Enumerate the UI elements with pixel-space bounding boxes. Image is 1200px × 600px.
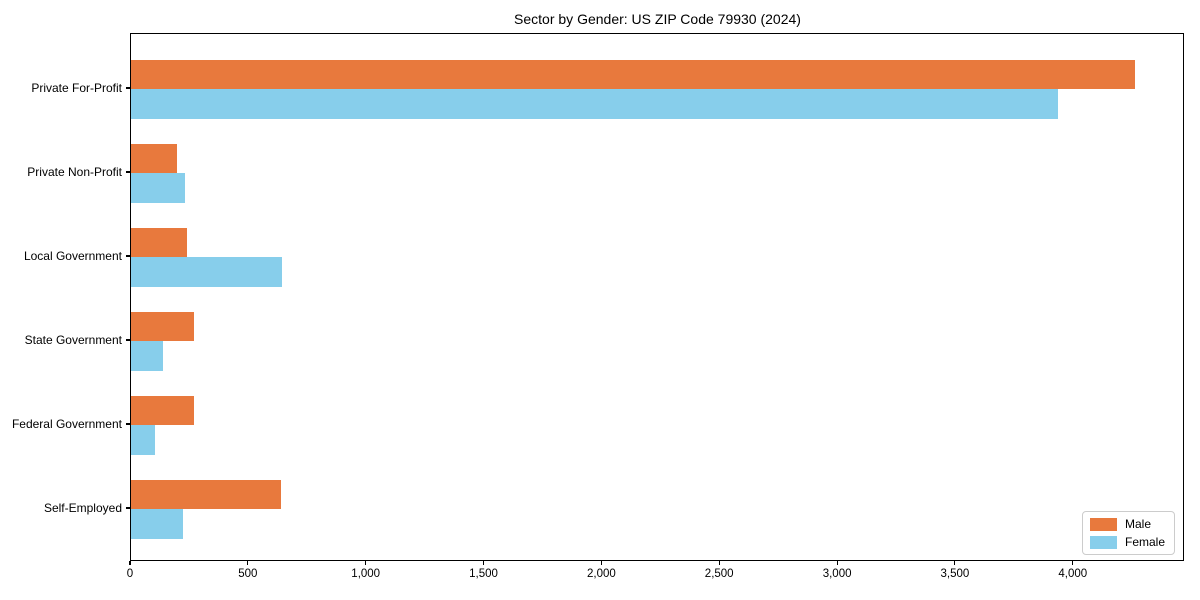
plot-area: Male Female [130, 33, 1184, 561]
y-axis-label: Federal Government [11, 417, 122, 431]
x-tick-label: 2,000 [587, 568, 616, 580]
chart-title: Sector by Gender: US ZIP Code 79930 (202… [514, 11, 801, 27]
bar-female [131, 173, 185, 203]
y-axis-label: State Government [24, 333, 122, 347]
bar-female [131, 89, 1059, 119]
legend-entry: Male [1089, 517, 1165, 531]
bar-male [131, 227, 188, 257]
legend: Male Female [1081, 511, 1175, 555]
legend-entry: Female [1089, 535, 1165, 549]
bar-male [131, 59, 1135, 89]
legend-swatch-male [1089, 517, 1117, 531]
x-tick-label: 2,500 [704, 568, 734, 580]
x-tick-label: 1,500 [469, 568, 498, 580]
legend-swatch-female [1089, 535, 1117, 549]
x-tick-label: 3,500 [940, 568, 970, 580]
bar-male [131, 479, 281, 509]
x-tick-label: 1,000 [351, 568, 381, 580]
x-tick-mark [129, 561, 131, 565]
y-tick-mark [126, 423, 130, 425]
x-tick-mark [1072, 561, 1074, 565]
x-tick-label: 500 [238, 568, 258, 580]
y-tick-mark [126, 87, 130, 89]
y-axis-label: Self-Employed [43, 501, 122, 515]
bar-male [131, 395, 194, 425]
y-axis-label: Local Government [23, 249, 122, 263]
legend-label: Female [1124, 535, 1165, 549]
y-tick-mark [126, 339, 130, 341]
bar-male [131, 311, 195, 341]
x-tick-mark [247, 561, 249, 565]
y-axis-label: Private Non-Profit [27, 165, 122, 179]
bar-female [131, 425, 155, 455]
bar-female [131, 341, 163, 371]
bar-female [131, 509, 183, 539]
bar-male [131, 143, 177, 173]
bar-female [131, 257, 282, 287]
y-tick-mark [126, 171, 130, 173]
x-tick-label: 0 [126, 568, 134, 580]
legend-label: Male [1124, 517, 1151, 531]
y-tick-mark [126, 255, 130, 257]
x-tick-mark [954, 561, 956, 565]
x-tick-mark [365, 561, 367, 565]
x-tick-label: 4,000 [1058, 568, 1088, 580]
x-tick-mark [718, 561, 720, 565]
x-tick-mark [482, 561, 485, 565]
x-tick-label: 3,000 [822, 568, 852, 580]
y-tick-mark [126, 507, 130, 509]
x-tick-mark [836, 561, 838, 565]
y-axis-label: Private For-Profit [31, 81, 122, 95]
x-tick-mark [600, 561, 602, 565]
